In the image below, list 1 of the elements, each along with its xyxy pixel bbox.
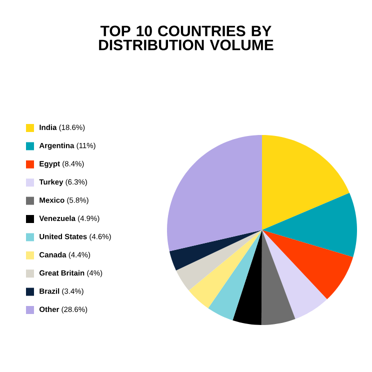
chart-title: TOP 10 COUNTRIES BY DISTRIBUTION VOLUME xyxy=(99,26,274,50)
